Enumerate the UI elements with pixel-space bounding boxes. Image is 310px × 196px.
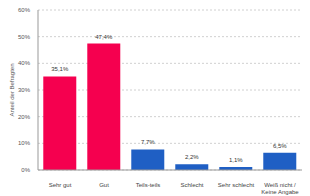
svg-text:20%: 20%: [18, 114, 31, 120]
svg-text:Schlecht: Schlecht: [180, 182, 203, 188]
svg-text:50%: 50%: [18, 34, 31, 40]
svg-text:40%: 40%: [18, 60, 31, 66]
svg-text:0%: 0%: [21, 167, 30, 173]
svg-text:6,5%: 6,5%: [273, 143, 287, 149]
svg-text:Sehr schlecht: Sehr schlecht: [218, 182, 255, 188]
svg-text:30%: 30%: [18, 87, 31, 93]
svg-text:35,1%: 35,1%: [51, 66, 69, 72]
svg-text:47,4%: 47,4%: [95, 34, 113, 40]
svg-text:Anteil der Befragten: Anteil der Befragten: [9, 63, 15, 116]
svg-text:Teils-teils: Teils-teils: [136, 182, 161, 188]
svg-text:7,7%: 7,7%: [141, 139, 155, 145]
svg-text:Weiß nicht /Keine Angabe: Weiß nicht /Keine Angabe: [261, 182, 299, 195]
svg-text:Gut: Gut: [99, 182, 109, 188]
svg-text:10%: 10%: [18, 140, 31, 146]
svg-text:2,2%: 2,2%: [185, 154, 199, 160]
svg-text:60%: 60%: [18, 7, 31, 13]
svg-text:1,1%: 1,1%: [229, 157, 243, 163]
svg-text:Sehr gut: Sehr gut: [49, 182, 72, 188]
